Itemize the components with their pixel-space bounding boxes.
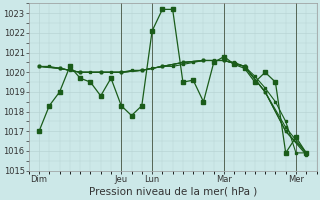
X-axis label: Pression niveau de la mer( hPa ): Pression niveau de la mer( hPa ) (89, 187, 257, 197)
